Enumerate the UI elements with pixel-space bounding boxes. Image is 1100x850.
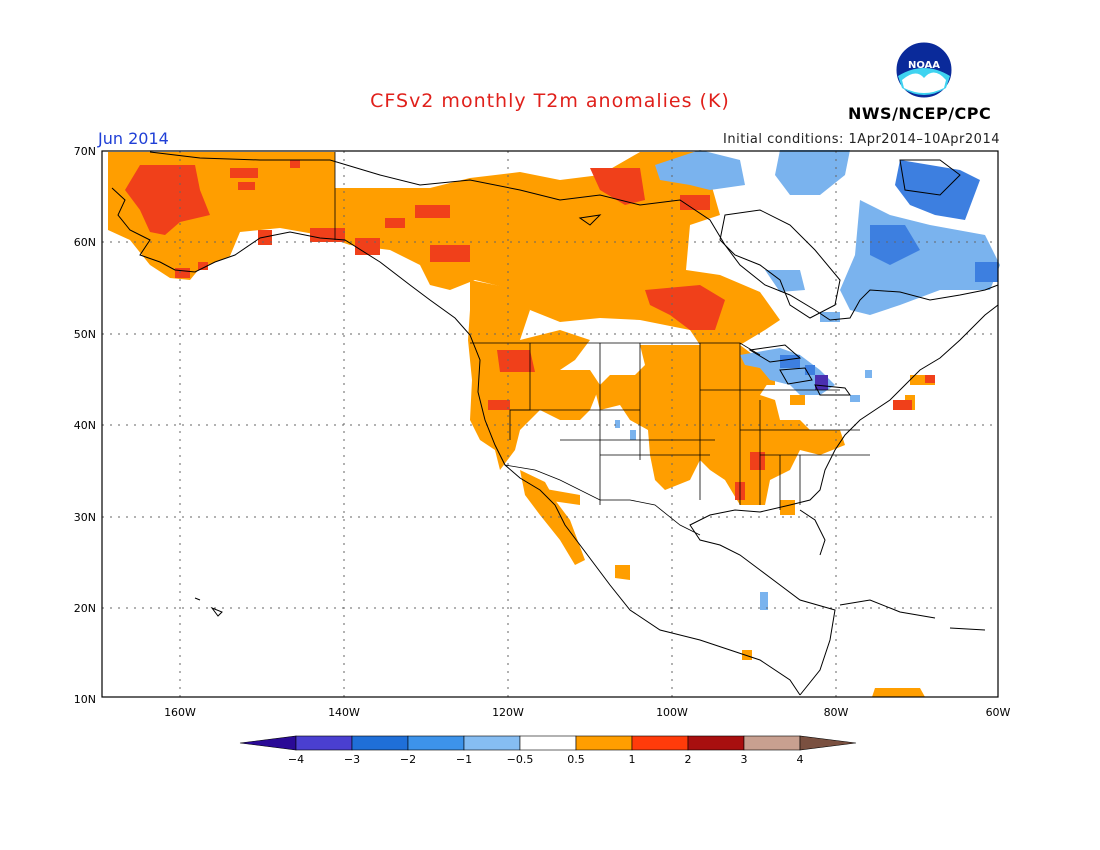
lon-label: 140W [328, 706, 360, 719]
latitude-labels: 70N 60N 50N 40N 30N 20N 10N [74, 145, 96, 706]
colorbar-arrow-low [239, 735, 297, 751]
coastlines [111, 151, 999, 696]
colorbar-swatch [407, 735, 465, 751]
colorbar-label: 3 [741, 753, 748, 766]
logo-text: NOAA [908, 60, 940, 71]
lat-label: 10N [74, 693, 96, 706]
warm-anomaly-regions [108, 152, 935, 697]
colorbar-label: 4 [797, 753, 804, 766]
lon-label: 60W [986, 706, 1011, 719]
colorbar-label: −1 [456, 753, 472, 766]
colorbar: −4 −3 −2 −1 −0.5 0.5 1 2 3 4 [239, 735, 857, 766]
graticule [102, 151, 998, 697]
map-frame [101, 150, 999, 698]
colorbar-swatch [631, 735, 689, 751]
valid-month: Jun 2014 [98, 129, 169, 148]
colorbar-swatch [687, 735, 745, 751]
lat-label: 70N [74, 145, 96, 158]
strong-cool-anomaly-regions [780, 160, 998, 375]
chart-title: CFSv2 monthly T2m anomalies (K) [370, 90, 730, 112]
agency-label: NWS/NCEP/CPC [848, 104, 992, 123]
colorbar-swatch [743, 735, 801, 751]
colorbar-swatch [351, 735, 409, 751]
lat-label: 50N [74, 328, 96, 341]
initial-conditions: Initial conditions: 1Apr2014–10Apr2014 [723, 132, 1000, 147]
colorbar-label: −0.5 [507, 753, 534, 766]
lon-label: 100W [656, 706, 688, 719]
colorbar-label: 0.5 [567, 753, 585, 766]
lat-label: 60N [74, 236, 96, 249]
colorbar-arrow-high [799, 735, 857, 751]
colorbar-label: 2 [685, 753, 692, 766]
colorbar-label: 1 [629, 753, 636, 766]
colorbar-swatch [575, 735, 633, 751]
lat-label: 40N [74, 419, 96, 432]
strong-warm-anomaly-regions [125, 160, 935, 500]
lat-label: 30N [74, 511, 96, 524]
longitude-labels: 160W 140W 120W 100W 80W 60W [164, 706, 1010, 719]
lat-label: 20N [74, 602, 96, 615]
colorbar-label: −2 [400, 753, 416, 766]
colorbar-label: −4 [288, 753, 304, 766]
noaa-logo: NOAA [895, 41, 953, 99]
extreme-cool-anomaly-regions [815, 375, 828, 390]
colorbar-label: −3 [344, 753, 360, 766]
lon-label: 80W [824, 706, 849, 719]
colorbar-swatch [463, 735, 521, 751]
lon-label: 160W [164, 706, 196, 719]
lon-label: 120W [492, 706, 524, 719]
political-borders [334, 152, 870, 536]
colorbar-swatch [519, 735, 577, 751]
colorbar-swatch [295, 735, 353, 751]
